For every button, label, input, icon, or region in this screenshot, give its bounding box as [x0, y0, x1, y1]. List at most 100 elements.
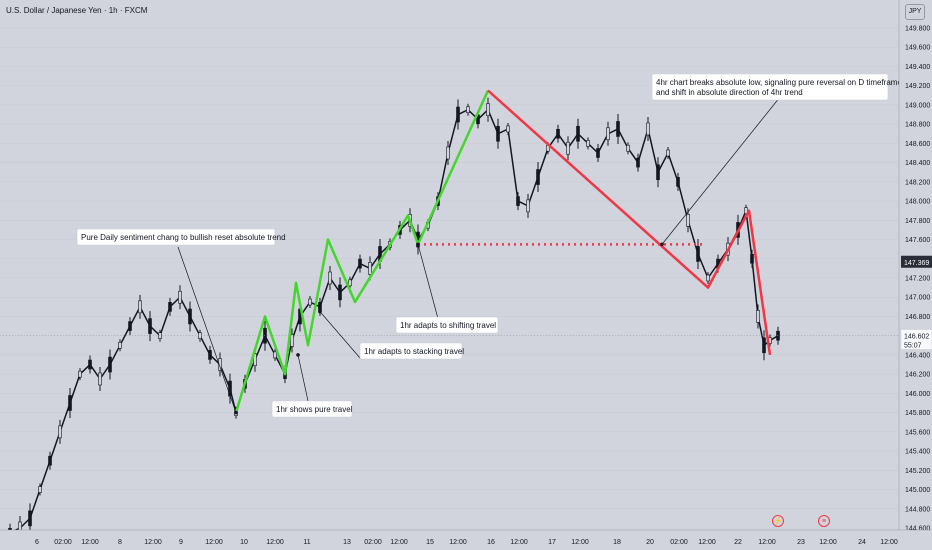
x-tick-label: 12:00	[698, 539, 716, 546]
candle-body	[178, 290, 182, 304]
candle-body	[348, 279, 352, 287]
candle-body	[148, 318, 152, 334]
y-tick-label: 145.600	[905, 429, 930, 436]
candle-body	[88, 359, 92, 370]
x-tick-label: 12:00	[571, 539, 589, 546]
candle-body	[188, 308, 192, 325]
y-tick-label: 145.800	[905, 410, 930, 417]
candle-body	[486, 103, 490, 117]
green-trend-line	[234, 89, 490, 413]
candle-body	[273, 351, 277, 359]
y-tick-label: 146.200	[905, 372, 930, 379]
x-tick-label: 10	[240, 539, 248, 546]
candle-body	[646, 122, 650, 136]
x-tick-label: 6	[35, 539, 39, 546]
candle-body	[48, 455, 52, 466]
candle-body	[636, 157, 640, 168]
x-tick-label: 20	[646, 539, 654, 546]
x-tick-label: 12:00	[81, 539, 99, 546]
y-tick-label: 148.400	[905, 160, 930, 167]
callout-leader-line	[661, 96, 781, 245]
callout-box	[76, 228, 276, 246]
y-tick-label: 147.600	[905, 237, 930, 244]
y-tick-label: 148.600	[905, 141, 930, 148]
candle-body	[290, 334, 294, 347]
candle-body	[118, 342, 122, 349]
candle-body	[576, 125, 580, 142]
callout-text: 1hr adapts to shifting travel	[400, 321, 496, 330]
lightning-icon[interactable]: ⚡	[772, 515, 784, 527]
candle-body	[263, 327, 267, 344]
candle-body	[686, 214, 690, 227]
candle-body	[556, 128, 560, 139]
candle-body	[308, 298, 312, 306]
callout-leader-line	[319, 311, 361, 359]
economic-event-icon[interactable]: ≡	[818, 515, 830, 527]
candle-body	[756, 310, 760, 323]
x-tick-label: 12:00	[819, 539, 837, 546]
callout-box	[359, 342, 463, 360]
callout-box	[395, 316, 499, 334]
x-tick-label: 15	[426, 539, 434, 546]
candle-body	[138, 300, 142, 314]
x-tick-label: 16	[487, 539, 495, 546]
y-tick-label: 145.000	[905, 487, 930, 494]
grid-lines	[0, 27, 899, 529]
candle-body	[676, 177, 680, 187]
x-tick-label: 12:00	[449, 539, 467, 546]
candle-body	[496, 125, 500, 142]
candle-body	[616, 121, 620, 137]
price-tag-countdown: 55:07	[904, 343, 922, 350]
x-tick-label: 12:00	[880, 539, 898, 546]
candle-body	[338, 284, 342, 301]
candle-body	[158, 332, 162, 339]
callout-anchor-dot	[416, 242, 420, 247]
x-tick-label: 12:00	[758, 539, 776, 546]
candle-body	[108, 356, 112, 373]
x-tick-label: 12:00	[510, 539, 528, 546]
x-tick-label: 12:00	[266, 539, 284, 546]
candle-body	[566, 141, 570, 155]
callout-box	[271, 400, 353, 418]
candle-body	[218, 358, 222, 371]
candle-body	[606, 127, 610, 141]
callout-leader-line	[417, 244, 441, 327]
candle-body	[78, 370, 82, 378]
y-tick-label: 147.200	[905, 276, 930, 283]
price-tag-high-bg	[901, 255, 932, 268]
candle-body	[776, 330, 780, 341]
currency-button[interactable]: JPY	[905, 4, 925, 20]
y-tick-label: 145.400	[905, 449, 930, 456]
candle-body	[38, 486, 42, 493]
x-axis-strip	[0, 529, 932, 550]
candle-body	[696, 246, 700, 262]
candle-body	[516, 196, 520, 206]
callout-anchor-dot	[660, 242, 664, 247]
annotations: Pure Daily sentiment chang to bullish re…	[76, 73, 902, 418]
x-tick-label: 11	[303, 539, 310, 546]
y-tick-label: 149.800	[905, 26, 930, 33]
y-tick-label: 149.200	[905, 83, 930, 90]
y-tick-label: 146.000	[905, 391, 930, 398]
candle-body	[358, 258, 362, 269]
callout-text: 4hr chart breaks absolute low, signaling…	[656, 78, 902, 87]
callout-text: and shift in absolute direction of 4hr t…	[656, 88, 803, 97]
callout-anchor-dot	[296, 353, 300, 357]
candle-body	[656, 164, 660, 181]
candle-body	[596, 148, 600, 158]
x-tick-label: 23	[797, 539, 805, 546]
y-tick-label: 144.800	[905, 506, 930, 513]
candle-body	[750, 253, 754, 264]
candle-body	[446, 146, 450, 160]
price-tag-high: 147.369	[904, 260, 929, 267]
callout-text: 1hr shows pure travel	[276, 405, 353, 414]
y-tick-label: 145.200	[905, 468, 930, 475]
x-tick-label: 12:00	[144, 539, 162, 546]
candle-body	[706, 274, 710, 282]
x-tick-label: 12:00	[205, 539, 223, 546]
candle-body	[228, 380, 232, 397]
x-tick-label: 22	[734, 539, 742, 546]
y-tick-label: 146.400	[905, 352, 930, 359]
x-tick-label: 02:00	[54, 539, 72, 546]
